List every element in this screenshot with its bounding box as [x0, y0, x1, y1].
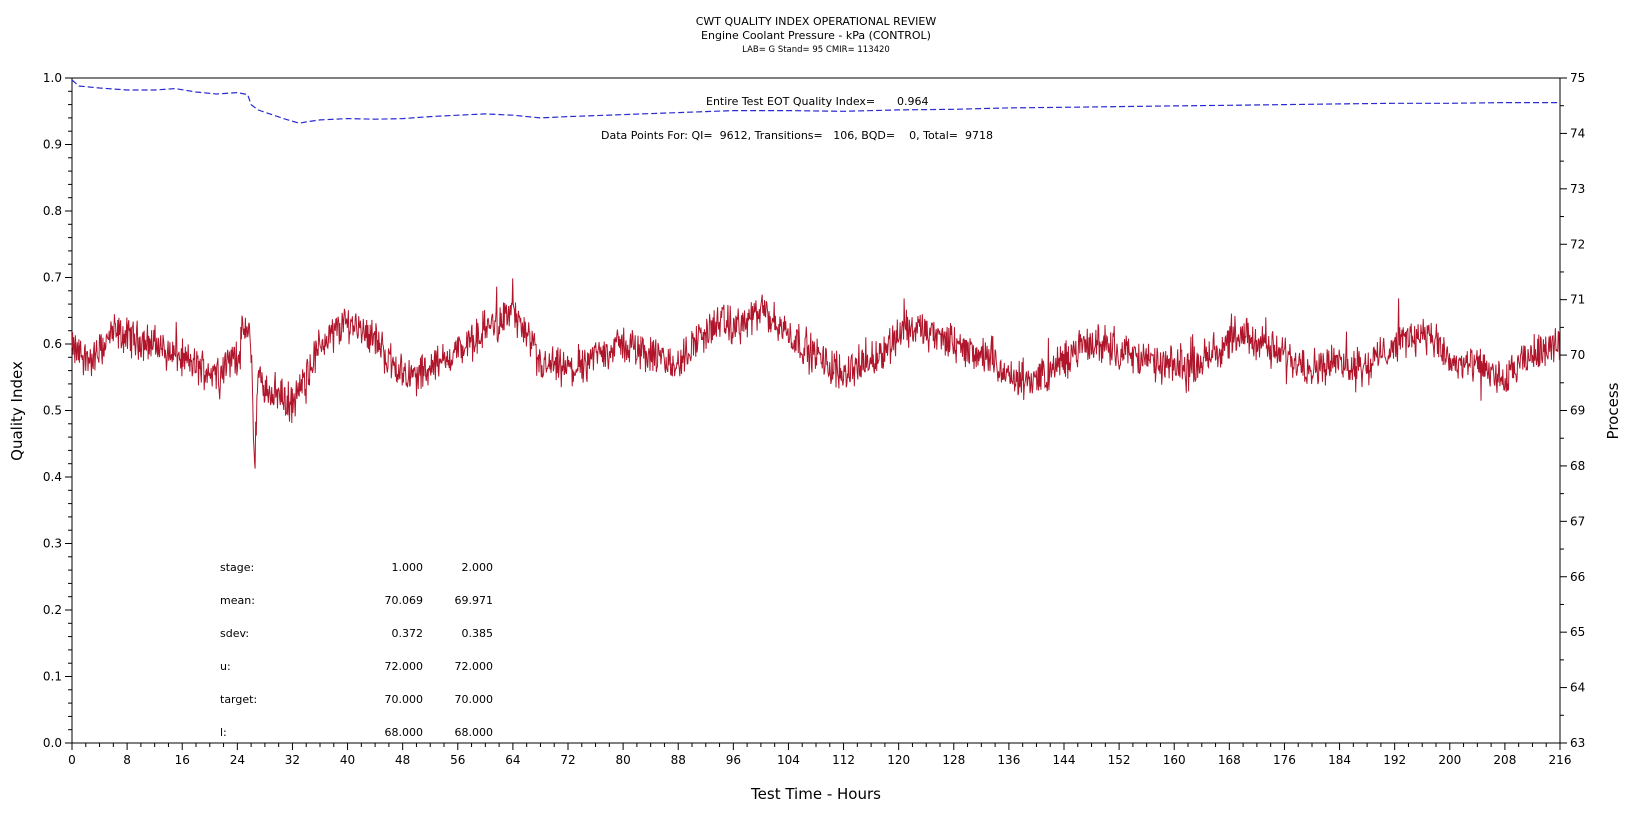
x-tick-label: 80 — [615, 753, 630, 767]
x-tick-label: 104 — [777, 753, 800, 767]
y-right-tick-label: 72 — [1570, 237, 1585, 251]
y-left-tick-label: 0.6 — [43, 337, 62, 351]
y-left-tick-label: 0.2 — [43, 603, 62, 617]
y-left-tick-label: 0.5 — [43, 404, 62, 418]
y-left-tick-label: 0.7 — [43, 271, 62, 285]
y-right-tick-label: 64 — [1570, 681, 1585, 695]
eot-quality-label: Entire Test EOT Quality Index= — [706, 95, 875, 108]
process-line — [71, 278, 1560, 469]
y-right-tick-label: 75 — [1570, 71, 1585, 85]
x-tick-label: 16 — [175, 753, 190, 767]
x-tick-label: 168 — [1218, 753, 1241, 767]
chart-subtitle-lab: LAB= G Stand= 95 CMIR= 113420 — [742, 45, 890, 55]
x-tick-label: 32 — [285, 753, 300, 767]
y-right-tick-label: 69 — [1570, 404, 1585, 418]
stats-stage1-value: 70.069 — [385, 594, 424, 607]
stats-stage1-value: 70.000 — [385, 693, 424, 706]
y-right-tick-label: 67 — [1570, 514, 1585, 528]
x-tick-label: 128 — [942, 753, 965, 767]
y-left-tick-label: 0.4 — [43, 470, 62, 484]
x-tick-label: 208 — [1493, 753, 1516, 767]
process-series — [71, 278, 1560, 469]
stats-stage2-value: 69.971 — [455, 594, 494, 607]
x-tick-label: 192 — [1383, 753, 1406, 767]
x-tick-label: 216 — [1549, 753, 1572, 767]
x-axis: 0 8 16 24 32 40 48 56 64 72 80 88 96 104 112 120 128 136 1… — [68, 743, 1571, 767]
x-tick-label: 8 — [123, 753, 131, 767]
stats-label: target: — [220, 693, 257, 706]
y-right-tick-label: 68 — [1570, 459, 1585, 473]
quality-index-line — [71, 79, 1560, 124]
x-tick-label: 184 — [1328, 753, 1351, 767]
y-right-tick-label: 74 — [1570, 126, 1585, 140]
x-tick-label: 152 — [1108, 753, 1131, 767]
x-tick-label: 176 — [1273, 753, 1296, 767]
y-right-tick-label: 71 — [1570, 293, 1585, 307]
data-points-summary: Data Points For: QI= 9612, Transitions= … — [601, 129, 993, 142]
x-tick-label: 48 — [395, 753, 410, 767]
stats-stage2-value: 72.000 — [455, 660, 494, 673]
stats-stage1-value: 1.000 — [392, 561, 424, 574]
stats-label: stage: — [220, 561, 254, 574]
y-right-tick-label: 66 — [1570, 570, 1585, 584]
x-tick-label: 160 — [1163, 753, 1186, 767]
x-tick-label: 0 — [68, 753, 76, 767]
x-tick-label: 136 — [997, 753, 1020, 767]
stats-table: stage: 1.000 2.000 mean: 70.069 69.971 sdev: 0.… — [220, 561, 493, 739]
x-tick-label: 72 — [560, 753, 575, 767]
x-tick-label: 112 — [832, 753, 855, 767]
stats-label: l: — [220, 726, 227, 739]
y-right-tick-label: 73 — [1570, 182, 1585, 196]
y-axis-right-label: Process — [1604, 382, 1622, 439]
y-axis-left-label: Quality Index — [8, 361, 26, 461]
x-tick-label: 120 — [887, 753, 910, 767]
x-tick-label: 144 — [1053, 753, 1076, 767]
y-left-tick-label: 0.3 — [43, 537, 62, 551]
y-right-tick-label: 63 — [1570, 736, 1585, 750]
x-tick-label: 56 — [450, 753, 465, 767]
y-right-tick-label: 70 — [1570, 348, 1585, 362]
stats-stage1-value: 68.000 — [385, 726, 424, 739]
stats-stage2-value: 68.000 — [455, 726, 494, 739]
y-axis-right: 63 64 65 66 67 68 69 70 71 72 73 74 75 — [1560, 71, 1585, 750]
y-left-tick-label: 0.8 — [43, 204, 62, 218]
stats-label: mean: — [220, 594, 255, 607]
x-tick-label: 96 — [726, 753, 741, 767]
y-axis-left: 0.0 0.1 0.2 0.3 0.4 0.5 0.6 0.7 0.8 0.9 1.0 — [43, 71, 72, 750]
y-left-tick-label: 0.0 — [43, 736, 62, 750]
y-right-tick-label: 65 — [1570, 625, 1585, 639]
x-tick-label: 40 — [340, 753, 355, 767]
y-left-tick-label: 0.9 — [43, 138, 62, 152]
stats-stage2-value: 70.000 — [455, 693, 494, 706]
x-tick-label: 88 — [671, 753, 686, 767]
x-tick-label: 24 — [230, 753, 245, 767]
eot-quality-value: 0.964 — [897, 95, 929, 108]
stats-label: sdev: — [220, 627, 249, 640]
stats-label: u: — [220, 660, 231, 673]
x-tick-label: 64 — [505, 753, 520, 767]
x-tick-label: 200 — [1438, 753, 1461, 767]
chart-subtitle: Engine Coolant Pressure - kPa (CONTROL) — [701, 29, 931, 42]
stats-stage1-value: 0.372 — [392, 627, 424, 640]
stats-stage2-value: 0.385 — [462, 627, 494, 640]
chart-title: CWT QUALITY INDEX OPERATIONAL REVIEW — [696, 15, 937, 28]
stats-stage1-value: 72.000 — [385, 660, 424, 673]
x-axis-label: Test Time - Hours — [750, 785, 881, 803]
y-left-tick-label: 1.0 — [43, 71, 62, 85]
stats-stage2-value: 2.000 — [462, 561, 494, 574]
y-left-tick-label: 0.1 — [43, 670, 62, 684]
quality-index-series — [71, 79, 1560, 124]
